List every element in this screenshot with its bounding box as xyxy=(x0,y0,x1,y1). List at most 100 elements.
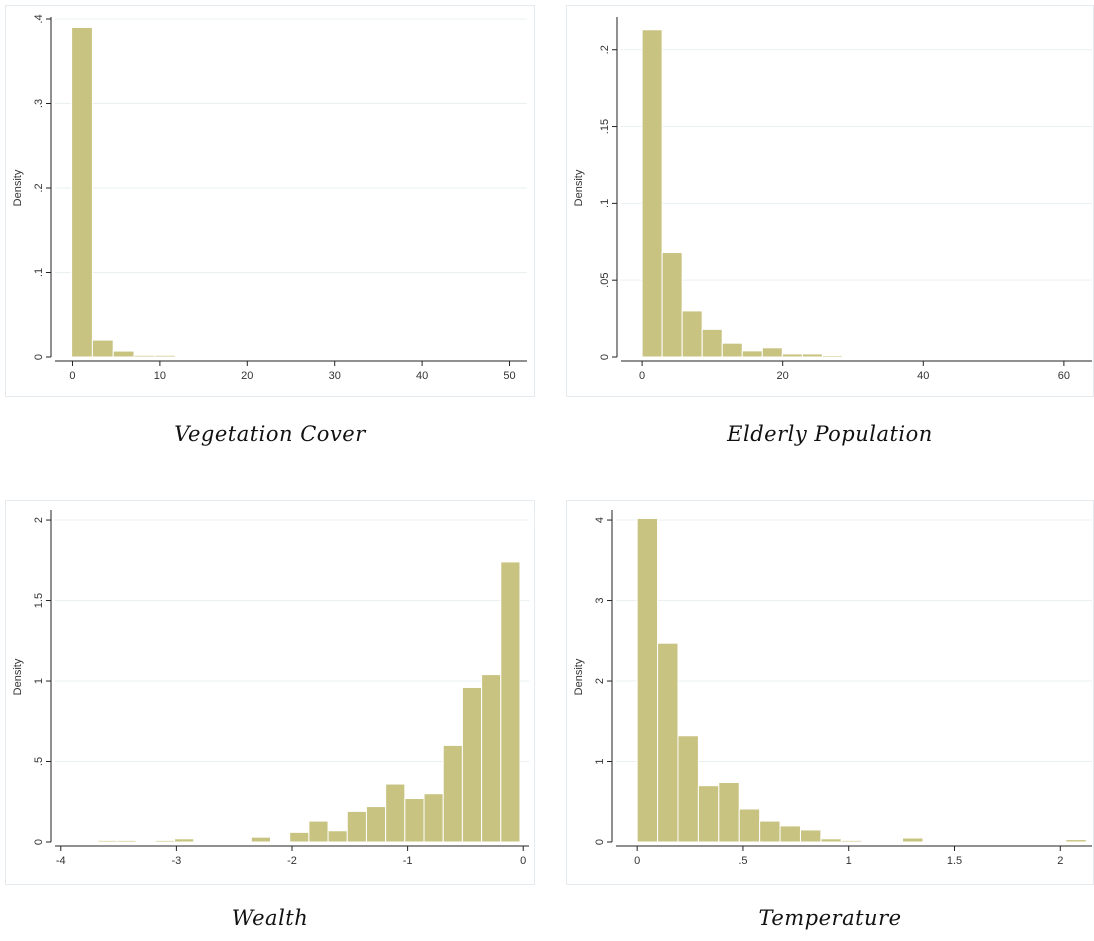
histogram-bar xyxy=(174,838,195,843)
y-axis-title: Density xyxy=(573,658,585,695)
histogram-bar xyxy=(779,825,801,843)
histogram-bar xyxy=(500,561,521,843)
x-tick-label: 0 xyxy=(520,855,526,867)
histogram-bar xyxy=(799,829,822,843)
histogram-wealth: -4 -3 -2 -1 0 0 .5 1 1.5 2 Density xyxy=(5,500,535,885)
y-tick-label: 2 xyxy=(594,678,606,684)
x-tick-label: 0 xyxy=(69,370,75,382)
y-tick-label: 4 xyxy=(594,517,606,523)
x-tick-label: 20 xyxy=(777,370,789,382)
y-tick-label: .15 xyxy=(599,119,611,134)
y-tick-label: 1 xyxy=(594,758,606,764)
x-tick-label: -4 xyxy=(56,855,66,867)
histogram-bar xyxy=(701,328,723,358)
histogram-bar xyxy=(91,339,114,358)
x-tick-label: 0 xyxy=(639,370,645,382)
y-tick-label: .2 xyxy=(599,45,611,54)
x-tick-label: 40 xyxy=(917,370,929,382)
histogram-bar xyxy=(423,793,444,843)
histogram-bar xyxy=(195,355,218,358)
y-tick-label: .1 xyxy=(599,199,611,208)
histogram-bar xyxy=(154,354,177,358)
histogram-bar xyxy=(840,839,863,843)
histogram-bar xyxy=(759,820,781,843)
histogram-bar xyxy=(641,29,663,358)
x-tick-label: 60 xyxy=(1058,370,1070,382)
y-tick-label: 0 xyxy=(33,839,45,845)
caption-elderly-population: Elderly Population xyxy=(727,422,933,446)
histogram-bar xyxy=(289,831,310,843)
histogram-bar xyxy=(308,820,329,843)
histogram-bar xyxy=(902,837,924,843)
histogram-bar xyxy=(385,783,406,843)
y-tick-label: .05 xyxy=(599,273,611,288)
x-tick-label: -1 xyxy=(403,855,413,867)
histogram-bar xyxy=(154,839,176,843)
caption-temperature: Temperature xyxy=(758,906,902,930)
histogram-elderly-population: 0 20 40 60 0 .05 .1 .15 .2 Density xyxy=(566,5,1094,397)
y-tick-label: 3 xyxy=(594,597,606,603)
chart-frame xyxy=(5,5,535,397)
histogram-bar xyxy=(661,252,683,358)
histogram-temperature: 0 .5 1 1.5 2 0 1 2 3 4 Density xyxy=(566,500,1094,885)
histogram-bar xyxy=(175,355,197,358)
histogram-bar xyxy=(461,686,483,843)
x-tick-label: 1 xyxy=(846,855,852,867)
y-axis-title: Density xyxy=(12,658,24,695)
chart-panel-wealth: -4 -3 -2 -1 0 0 .5 1 1.5 2 Density xyxy=(5,500,535,885)
histogram-bar xyxy=(697,785,720,843)
histogram-bar xyxy=(681,310,703,358)
histogram-bar xyxy=(820,838,842,843)
histogram-bar xyxy=(1065,839,1087,843)
histogram-bar xyxy=(71,26,93,358)
histogram-bar xyxy=(404,798,425,843)
y-tick-label: 1 xyxy=(33,678,45,684)
caption-wealth: Wealth xyxy=(231,906,309,930)
x-tick-label: 2 xyxy=(1057,855,1063,867)
chart-panel-temperature: 0 .5 1 1.5 2 0 1 2 3 4 Density xyxy=(566,500,1094,885)
histogram-bar xyxy=(636,517,659,843)
histogram-bar xyxy=(365,806,387,843)
histogram-bar xyxy=(116,839,137,843)
histogram-bar xyxy=(761,347,783,358)
x-tick-label: 1.5 xyxy=(947,855,962,867)
histogram-bar xyxy=(738,808,761,843)
histogram-bar xyxy=(741,350,763,358)
histogram-bar xyxy=(327,830,348,843)
histogram-bar xyxy=(481,674,502,843)
histogram-bar xyxy=(801,353,823,358)
x-tick-label: .5 xyxy=(738,855,747,867)
histogram-bar xyxy=(250,836,271,843)
histogram-bar xyxy=(97,839,118,843)
y-tick-label: 1.5 xyxy=(33,593,45,608)
x-tick-label: 20 xyxy=(241,370,253,382)
x-tick-label: -2 xyxy=(287,855,297,867)
y-tick-label: .1 xyxy=(33,268,45,277)
histogram-bar xyxy=(112,350,135,358)
y-tick-label: .3 xyxy=(33,99,45,108)
histogram-bar xyxy=(718,781,740,843)
y-tick-label: 0 xyxy=(599,354,611,360)
x-tick-label: 10 xyxy=(154,370,166,382)
histogram-bar xyxy=(721,342,743,358)
y-tick-label: .4 xyxy=(33,14,45,23)
y-axis-title: Density xyxy=(573,169,585,206)
histogram-bar xyxy=(677,735,699,843)
histogram-bar xyxy=(442,744,463,843)
x-tick-label: 40 xyxy=(416,370,428,382)
caption-vegetation-cover: Vegetation Cover xyxy=(174,422,366,446)
histogram-bar xyxy=(346,810,367,843)
histogram-bar xyxy=(841,355,863,358)
histogram-bar xyxy=(133,354,156,358)
y-tick-label: 2 xyxy=(33,517,45,523)
chart-panel-elderly-population: 0 20 40 60 0 .05 .1 .15 .2 Density xyxy=(566,5,1094,397)
x-tick-label: 30 xyxy=(329,370,341,382)
y-tick-label: .2 xyxy=(33,183,45,192)
histogram-bar xyxy=(657,642,679,843)
x-tick-label: 0 xyxy=(634,855,640,867)
x-tick-label: 50 xyxy=(503,370,515,382)
chart-panel-vegetation-cover: 0 10 20 30 40 50 0 .1 .2 .3 .4 Density xyxy=(5,5,535,397)
y-axis-title: Density xyxy=(12,169,24,206)
histogram-bar xyxy=(821,354,843,358)
histogram-bar xyxy=(216,355,239,358)
